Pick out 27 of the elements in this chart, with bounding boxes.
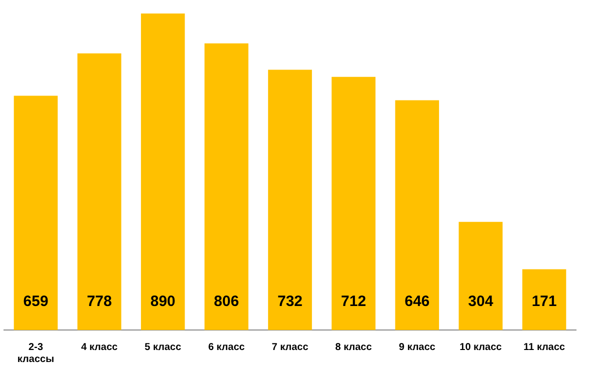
bar (332, 76, 376, 330)
bar (204, 43, 248, 330)
x-tick-label: 9 класс (398, 342, 436, 353)
x-tick-label: 11 класс (523, 342, 566, 353)
bar (77, 53, 122, 330)
x-tick-label: 10 класс (460, 342, 502, 353)
x-tick-label: 7 класс (272, 342, 309, 353)
bar (522, 269, 566, 330)
x-tick-label: 8 класс (335, 342, 372, 353)
data-label: 890 (150, 293, 176, 310)
data-label: 712 (341, 293, 366, 310)
bar (14, 96, 58, 330)
data-label: 778 (86, 293, 112, 310)
data-label: 646 (404, 293, 430, 310)
data-label: 304 (468, 293, 494, 310)
data-label: 806 (214, 293, 239, 310)
data-label: 659 (23, 293, 48, 310)
x-tick-label: 6 класс (208, 342, 246, 353)
bar (395, 100, 440, 330)
data-label: 171 (532, 293, 557, 310)
x-tick-label: 2-3 классы (17, 342, 54, 365)
x-tick-label: 5 класс (144, 342, 182, 353)
bar (458, 222, 503, 330)
bar (140, 14, 185, 330)
x-tick-label: 4 класс (81, 342, 118, 353)
bar (268, 70, 312, 330)
data-label: 732 (277, 293, 303, 310)
